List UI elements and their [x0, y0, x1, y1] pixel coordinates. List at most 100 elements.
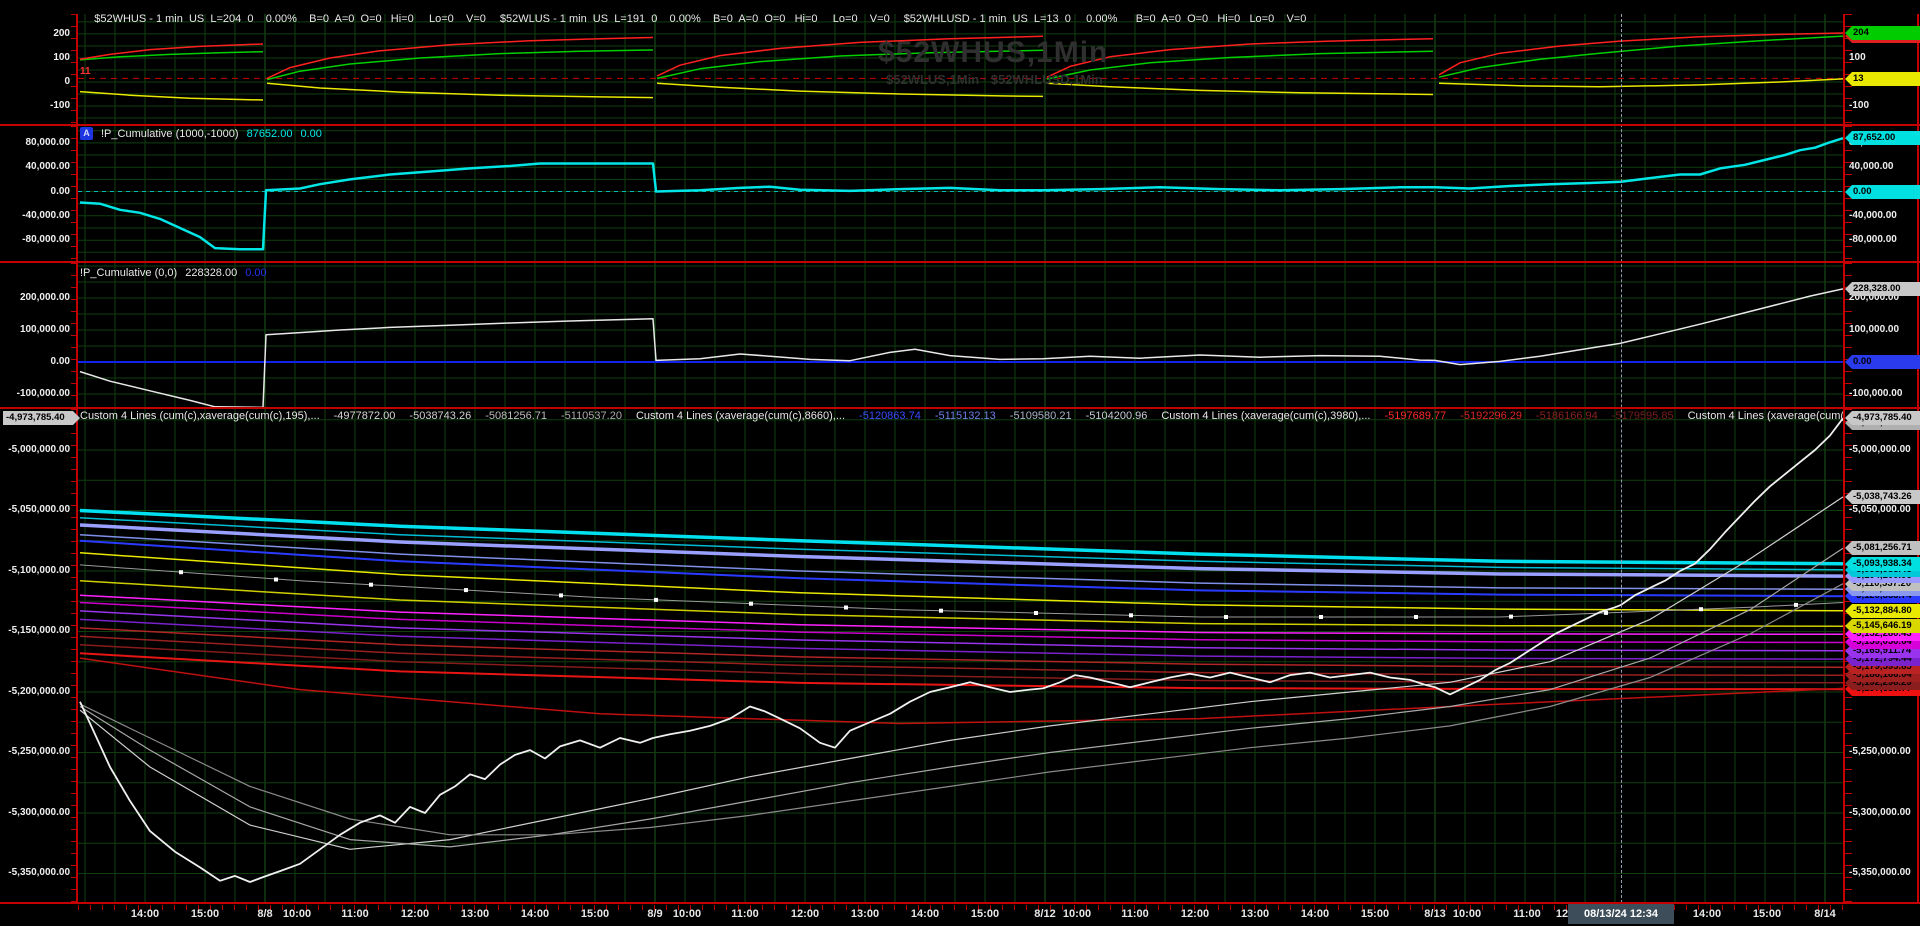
axis-tick-label: -100,000.00: [1849, 388, 1903, 399]
price-badge: -5,038,743.26: [1845, 490, 1920, 504]
panel-separator: [0, 124, 1920, 126]
left-axis-ticks: [71, 126, 78, 261]
axis-tick-label: 100: [1849, 52, 1866, 63]
axis-tick-label: -5,350,000.00: [8, 867, 70, 878]
axis-tick-label: 200,000.00: [1849, 292, 1900, 303]
axis-tick-label: 100,000.00: [1849, 324, 1900, 335]
time-axis-label: 14:00: [130, 908, 160, 920]
time-axis-label: 10:00: [1062, 908, 1092, 920]
chart-panel-1[interactable]: [78, 14, 1843, 125]
panel-separator: [0, 407, 1920, 409]
indicator-value: -5038743.26: [409, 410, 472, 422]
axis-tick-label: -40,000.00: [1849, 210, 1897, 221]
quote-symbol-3: $52WHLUSD - 1 min US L=13 0 0.00% B=0 A=…: [903, 13, 1307, 25]
chart-panel-2[interactable]: [78, 126, 1843, 261]
axis-tick-label: -5,300,000.00: [1849, 807, 1911, 818]
time-axis-label: 14:00: [910, 908, 940, 920]
time-axis-label: 14:00: [1300, 908, 1330, 920]
time-axis-label: 13:00: [850, 908, 880, 920]
chart-panel-3[interactable]: [78, 263, 1843, 407]
indicator-name: Custom 4 Lines (xaverage(cum(c),3980),..…: [1161, 410, 1371, 422]
price-badge: -5,081,256.71: [1845, 541, 1920, 555]
dashed-level-label: 11: [80, 66, 91, 77]
axis-tick-label: 0.00: [50, 186, 70, 197]
indicator-value: -5104200.96: [1085, 410, 1148, 422]
time-axis-label: 8/14: [1814, 908, 1836, 920]
axis-tick-label: -5,250,000.00: [1849, 746, 1911, 757]
axis-tick-label: -100: [1849, 100, 1870, 111]
cursor-time-badge[interactable]: 08/13/24 12:34: [1568, 904, 1674, 924]
time-axis-label: 11:00: [1121, 908, 1149, 920]
axis-tick-label: 0.00: [50, 356, 70, 367]
left-axis-ticks: [71, 409, 78, 902]
axis-tick-label: 100: [53, 52, 70, 63]
indicator-name: Custom 4 Lines (xaverage(cum(c),8660),..…: [635, 410, 846, 422]
time-axis-label: 11:00: [1513, 908, 1541, 920]
indicator-value: -4977872.00: [333, 410, 396, 422]
indicator-value: -5192296.29: [1460, 410, 1523, 422]
axis-tick-label: -5,050,000.00: [1849, 504, 1911, 515]
price-badge: -4,973,785.40: [1845, 411, 1920, 425]
panel2-indicator-label: A !P_Cumulative (1000,-1000) 87652.00 0.…: [80, 127, 322, 140]
watermark-symbol: $52WHUS,1Min: [878, 36, 1109, 69]
axis-tick-label: -5,200,000.00: [8, 686, 70, 697]
indicator-value: -5120863.74: [859, 410, 921, 422]
time-axis-label: 15:00: [580, 908, 610, 920]
indicator-name: !P_Cumulative (0,0): [80, 267, 178, 279]
price-badge: -5,145,646.19: [1845, 619, 1920, 633]
indicator-value-1: 87652.00: [246, 127, 293, 140]
chart-cursor-line[interactable]: [1621, 14, 1622, 903]
time-axis-label: 13:00: [460, 908, 490, 920]
indicator-value: -5081256.71: [485, 410, 547, 422]
axis-tick-label: -80,000.00: [1849, 234, 1897, 245]
axis-tick-label: -5,000,000.00: [1849, 444, 1911, 455]
time-axis-label: 14:00: [1692, 908, 1722, 920]
indicator-value-2: 0.00: [300, 127, 322, 140]
watermark-symbols-2: $52WLUS,1Min · $52WHLUSD,1Min: [886, 72, 1103, 87]
axis-tick-label: 200: [53, 28, 70, 39]
time-axis-label: 11:00: [341, 908, 369, 920]
quote-symbol-1: $52WHUS - 1 min US L=204 0 0.00% B=0 A=0…: [94, 13, 486, 25]
price-badge: 228,328.00: [1845, 282, 1920, 296]
axis-tick-label: -100: [49, 100, 70, 111]
time-axis-label: 12:00: [790, 908, 820, 920]
chart-border: [1843, 14, 1845, 903]
time-axis-label: 11:00: [731, 908, 759, 920]
axis-tick-label: 200,000.00: [19, 292, 70, 303]
time-axis-label: 15:00: [970, 908, 1000, 920]
axis-tick-label: -5,150,000.00: [8, 625, 70, 636]
time-axis-label: 8/13: [1424, 908, 1446, 920]
panel-separator: [0, 902, 1920, 904]
axis-tick-label: -5,250,000.00: [8, 746, 70, 757]
axis-tick-label: 100,000.00: [19, 324, 70, 335]
time-axis-label: 15:00: [1360, 908, 1390, 920]
time-axis-label: 12:00: [400, 908, 430, 920]
time-axis-label: 8/9: [647, 908, 663, 920]
indicator-value: -5197689.77: [1384, 410, 1447, 422]
price-badge: -5,093,938.34: [1845, 557, 1920, 571]
price-badge: 204: [1845, 26, 1920, 40]
price-badge: -4,973,785.40: [3, 411, 80, 425]
axis-tick-label: 40,000.00: [25, 161, 71, 172]
axis-tick-label: 80,000.00: [25, 137, 71, 148]
price-badge: 13: [1845, 72, 1920, 86]
axis-tick-label: -100,000.00: [16, 388, 70, 399]
time-axis-label: 15:00: [1752, 908, 1782, 920]
axis-tick-label: -5,300,000.00: [8, 807, 70, 818]
panel4-indicator-labels: Custom 4 Lines (cum(c),xaverage(cum(c),1…: [80, 410, 1843, 422]
axis-tick-label: 0: [64, 76, 70, 87]
chart-panel-4[interactable]: [78, 409, 1843, 902]
time-axis-label: 12:00: [1180, 908, 1210, 920]
right-axis-ticks: [1845, 14, 1852, 125]
indicator-name: Custom 4 Lines (xaverage(cum(c),5540),..…: [1687, 410, 1843, 422]
chart-border: [1917, 14, 1919, 903]
price-badge: 0.00: [1845, 355, 1920, 369]
indicator-value: -5110537.20: [560, 410, 622, 422]
alert-chip-icon[interactable]: A: [80, 127, 93, 140]
quote-header: $52WHUS - 1 min US L=204 0 0.00% B=0 A=0…: [82, 1, 1320, 37]
axis-tick-label: -40,000.00: [22, 210, 70, 221]
indicator-value-1: 228328.00: [185, 267, 238, 279]
quote-symbol-2: $52WLUS - 1 min US L=191 0 0.00% B=0 A=0…: [499, 13, 890, 25]
right-axis-ticks: [1845, 263, 1852, 407]
